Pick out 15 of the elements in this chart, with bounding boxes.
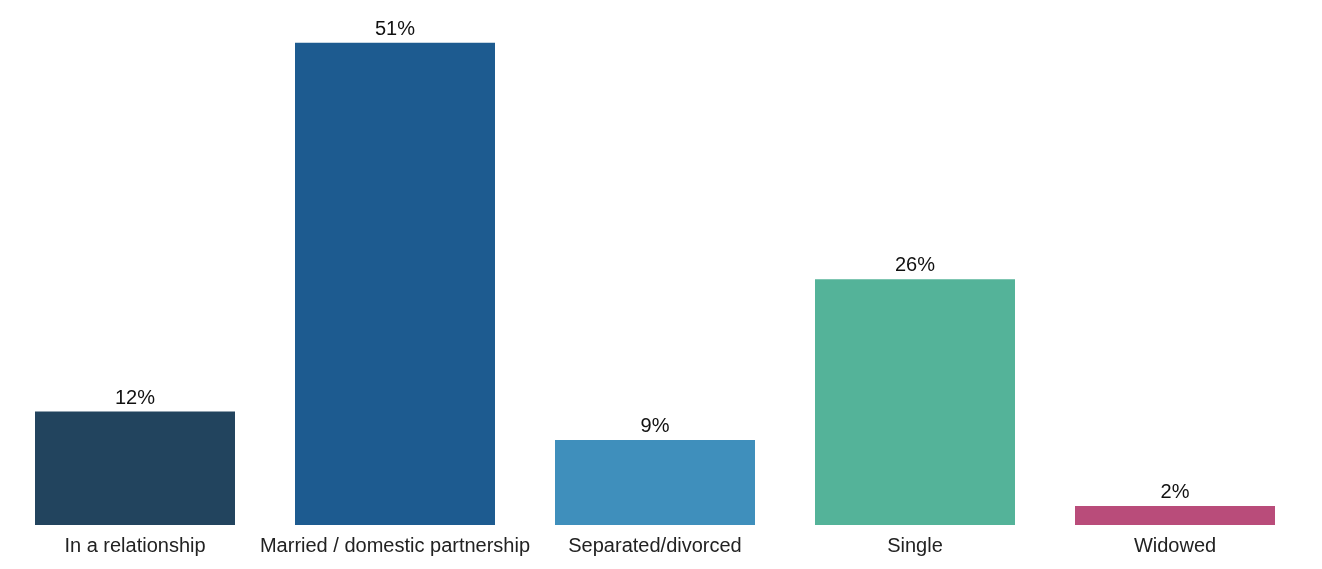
x-tick-label: Single — [887, 533, 943, 556]
data-label: 51% — [374, 16, 416, 39]
bar — [1075, 506, 1275, 525]
x-tick-label: Widowed — [1133, 533, 1217, 556]
bar — [35, 411, 235, 525]
data-label: 9% — [640, 413, 670, 436]
x-tick-label: Separated/divorced — [568, 533, 742, 556]
bar — [295, 42, 495, 525]
x-tick-label: Married / domestic partnership — [259, 533, 531, 556]
bar — [555, 439, 755, 525]
bar — [815, 279, 1015, 525]
x-tick-label: In a relationship — [64, 533, 206, 556]
data-label: 12% — [114, 385, 156, 408]
data-label: 2% — [1160, 480, 1190, 503]
data-label: 26% — [894, 253, 936, 276]
